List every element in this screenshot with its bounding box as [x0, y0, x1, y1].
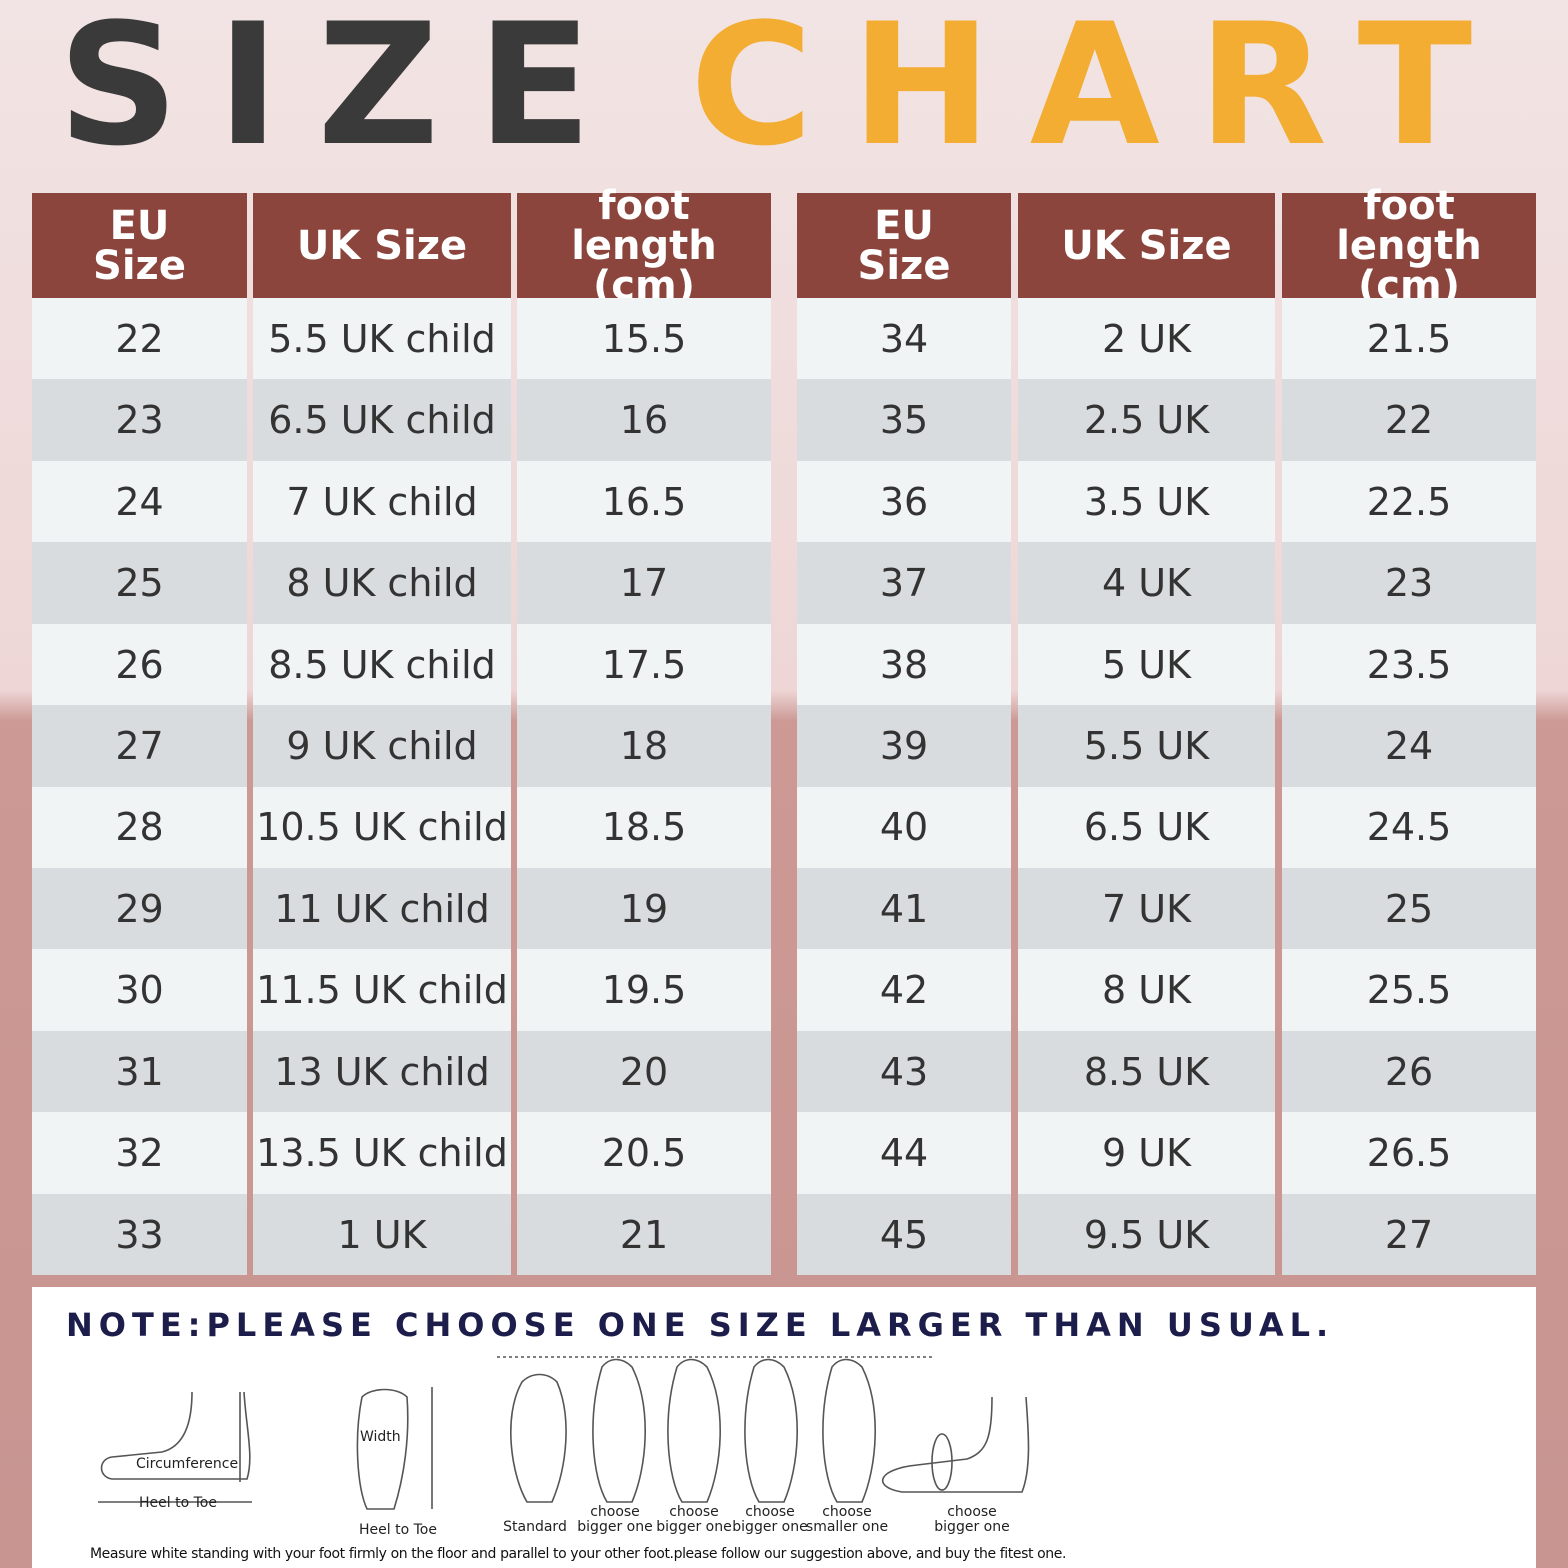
foot-diagrams: [98, 1356, 1030, 1510]
table-cell: 8.5 UK: [1018, 1030, 1275, 1113]
table-cell: 8.5 UK child: [253, 623, 511, 706]
table-cell: 1 UK: [253, 1193, 511, 1276]
table-cell: 8 UK: [1018, 949, 1275, 1032]
column-header: UK Size: [253, 193, 511, 298]
table-cell: 16: [517, 379, 771, 462]
table-cell: 9 UK child: [253, 705, 511, 787]
table-cell: 16.5: [517, 460, 771, 543]
table-cell: 13.5 UK child: [253, 1112, 511, 1195]
table-cell: 32: [32, 1112, 247, 1195]
table-cell: 22: [1282, 379, 1536, 462]
table-cell: 2.5 UK: [1018, 379, 1275, 462]
table-cell: 5.5 UK child: [253, 298, 511, 380]
title-word: SIZE: [57, 0, 630, 183]
table-cell: 25: [32, 542, 247, 625]
table-cell: 26: [32, 623, 247, 706]
table-cell: 27: [1282, 1193, 1536, 1276]
table-cell: 18: [517, 705, 771, 787]
table-cell: 19.5: [517, 949, 771, 1032]
table-cell: 5.5 UK: [1018, 705, 1275, 787]
table-cell: 11.5 UK child: [253, 949, 511, 1032]
table-cell: 13 UK child: [253, 1030, 511, 1113]
table-cell: 38: [797, 623, 1011, 706]
footer: Measure white standing with your foot fi…: [90, 1546, 1067, 1562]
table-cell: 33: [32, 1193, 247, 1276]
table-cell: 39: [797, 705, 1011, 787]
note: NOTE:PLEASE CHOOSE ONE SIZE LARGER THAN …: [66, 1306, 1335, 1344]
table-cell: 42: [797, 949, 1011, 1032]
table-cell: 24: [1282, 705, 1536, 787]
table-cell: 41: [797, 867, 1011, 950]
table-cell: 6.5 UK: [1018, 786, 1275, 869]
table-cell: 45: [797, 1193, 1011, 1276]
table-cell: 27: [32, 705, 247, 787]
table-cell: 36: [797, 460, 1011, 543]
column-header: UK Size: [1018, 193, 1275, 298]
table-cell: 23: [1282, 542, 1536, 625]
table-cell: 25.5: [1282, 949, 1536, 1032]
table-cell: 26.5: [1282, 1112, 1536, 1195]
diagram-caption: choose smaller one: [805, 1504, 889, 1535]
table-cell: 31: [32, 1030, 247, 1113]
table-cell: 9 UK: [1018, 1112, 1275, 1195]
column-header: foot length (cm): [1282, 186, 1536, 306]
table-cell: 37: [797, 542, 1011, 625]
title-word: CHART: [689, 0, 1511, 183]
table-cell: 3.5 UK: [1018, 460, 1275, 543]
table-cell: 23.5: [1282, 623, 1536, 706]
table-cell: 30: [32, 949, 247, 1032]
table-cell: 25: [1282, 867, 1536, 950]
table-cell: 44: [797, 1112, 1011, 1195]
diagram-caption: choose bigger one: [732, 1504, 808, 1535]
table-cell: 4 UK: [1018, 542, 1275, 625]
table-cell: 24: [32, 460, 247, 543]
title: SIZE CHART: [0, 0, 1568, 170]
table-cell: 24.5: [1282, 786, 1536, 869]
note-box: [32, 1287, 1536, 1568]
diagram-label: Heel to Toe: [139, 1495, 217, 1511]
table-cell: 23: [32, 379, 247, 462]
table-cell: 21: [517, 1193, 771, 1276]
table-cell: 34: [797, 298, 1011, 380]
table-cell: 17: [517, 542, 771, 625]
table-cell: 20.5: [517, 1112, 771, 1195]
table-cell: 6.5 UK child: [253, 379, 511, 462]
table-cell: 26: [1282, 1030, 1536, 1113]
column-header: EU Size: [797, 193, 1011, 298]
table-cell: 20: [517, 1030, 771, 1113]
table-cell: 19: [517, 867, 771, 950]
column-header: foot length (cm): [517, 186, 771, 306]
table-cell: 7 UK: [1018, 867, 1275, 950]
diagram-caption: choose bigger one: [934, 1504, 1010, 1535]
table-cell: 9.5 UK: [1018, 1193, 1275, 1276]
diagram-label: Width: [360, 1429, 401, 1445]
table-cell: 15.5: [517, 298, 771, 380]
table-cell: 10.5 UK child: [253, 786, 511, 869]
table-cell: 22.5: [1282, 460, 1536, 543]
table-cell: 8 UK child: [253, 542, 511, 625]
table-cell: 43: [797, 1030, 1011, 1113]
table-cell: 35: [797, 379, 1011, 462]
diagram-caption: choose bigger one: [577, 1504, 653, 1535]
table-cell: 17.5: [517, 623, 771, 706]
diagram-caption: choose bigger one: [656, 1504, 732, 1535]
column-header: EU Size: [32, 193, 247, 298]
table-cell: 18.5: [517, 786, 771, 869]
table-cell: 22: [32, 298, 247, 380]
table-cell: 7 UK child: [253, 460, 511, 543]
table-cell: 2 UK: [1018, 298, 1275, 380]
table-cell: 5 UK: [1018, 623, 1275, 706]
table-cell: 28: [32, 786, 247, 869]
diagram-label: Heel to Toe: [359, 1522, 437, 1538]
diagram-label: Circumference: [136, 1456, 239, 1472]
diagram-caption: Standard: [503, 1519, 567, 1535]
table-cell: 21.5: [1282, 298, 1536, 380]
table-cell: 11 UK child: [253, 867, 511, 950]
table-cell: 40: [797, 786, 1011, 869]
table-cell: 29: [32, 867, 247, 950]
